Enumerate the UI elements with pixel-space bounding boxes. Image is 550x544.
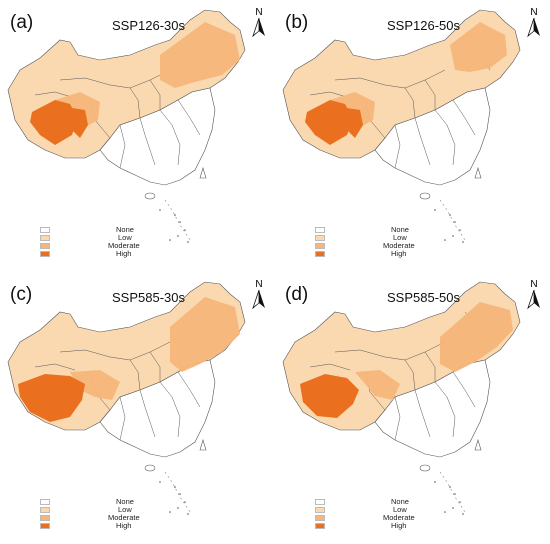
- high-zones: [30, 100, 88, 145]
- north-arrow-icon: N: [527, 7, 540, 38]
- panel-label: (a): [10, 12, 34, 33]
- svg-text:N: N: [255, 279, 262, 290]
- suitability-map-d: [282, 281, 521, 516]
- svg-text:N: N: [530, 279, 537, 290]
- high-zones: [305, 100, 363, 145]
- panel-title: SSP126-50s: [387, 18, 460, 33]
- panel-title: SSP585-30s: [112, 290, 185, 305]
- high-zones: [300, 374, 359, 418]
- suitability-map-a: [7, 9, 246, 244]
- suitability-map-b: [282, 9, 521, 244]
- moderate-zones: [70, 297, 240, 400]
- map-panel-a: (a) SSP126-30s N None Low Moderate High: [0, 0, 275, 272]
- north-arrow-icon: N: [527, 279, 540, 310]
- panel-title: SSP126-30s: [112, 18, 185, 33]
- map-panel-b: (b) SSP126-50s N None Low Moderate High: [275, 0, 550, 272]
- svg-text:N: N: [255, 7, 262, 18]
- svg-text:N: N: [530, 7, 537, 18]
- suitability-map-c: [7, 281, 246, 516]
- moderate-zones: [355, 302, 513, 400]
- panel-label: (c): [10, 284, 33, 305]
- panel-title: SSP585-50s: [387, 290, 460, 305]
- panel-label: (d): [285, 284, 309, 305]
- map-panel-c: (c) SSP585-30s N None Low Moderate High: [0, 272, 275, 544]
- map-panel-d: (d) SSP585-50s N None Low Moderate High: [275, 272, 550, 544]
- north-arrow-icon: N: [252, 7, 265, 38]
- panel-label: (b): [285, 12, 309, 33]
- high-zones: [18, 374, 85, 422]
- north-arrow-icon: N: [252, 279, 265, 310]
